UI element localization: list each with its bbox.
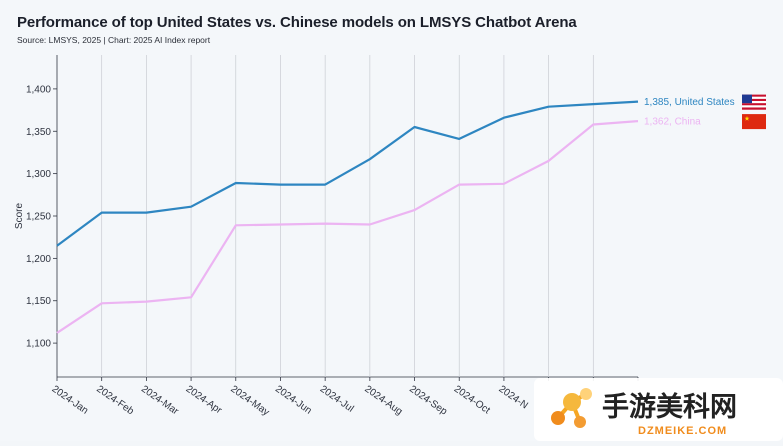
watermark: 手游美科网 DZMEIKE.COM [534,378,783,441]
china-flag-icon [742,114,766,129]
end-label-china: 1,362, China [644,117,701,128]
end-label-us: 1,385, United States [644,97,735,108]
chart-axes: 1,100 1,150 1,200 1,250 1,300 1,350 1,400 Score… [14,55,638,418]
series-line-china [57,121,638,333]
x-tick-label: 2024-Mar [139,384,181,418]
y-tick-label: 1,350 [26,127,51,138]
x-tick-label: 2024-Aug [362,384,404,418]
chart-lines [57,102,638,333]
y-tick-label: 1,200 [26,254,51,265]
x-tick-label: 2024-Feb [94,384,136,418]
y-tick-label: 1,150 [26,296,51,307]
x-tick-label: 2024-May [228,384,271,419]
y-tick-label: 1,300 [26,169,51,180]
x-tick-label: 2024-Jun [273,384,313,417]
watermark-text: 手游美科网 [602,391,737,423]
x-tick-label: 2024-Oct [452,384,492,417]
y-tick-label: 1,400 [26,84,51,95]
x-tick-label: 2024-Jan [50,384,90,417]
us-flag-icon [742,95,766,110]
x-tick-label: 2024-Apr [184,384,225,417]
y-tick-label: 1,100 [26,339,51,350]
y-axis-title: Score [14,203,25,230]
x-tick-label: 2024-Jul [318,384,356,415]
x-tick-label: 2024-Sep [407,384,449,418]
watermark-url: DZMEIKE.COM [638,425,727,437]
x-tick-label: 2024-N [497,384,530,412]
y-tick-label: 1,250 [26,212,51,223]
chart-end-labels: 1,385, United States 1,362, China [644,95,766,129]
